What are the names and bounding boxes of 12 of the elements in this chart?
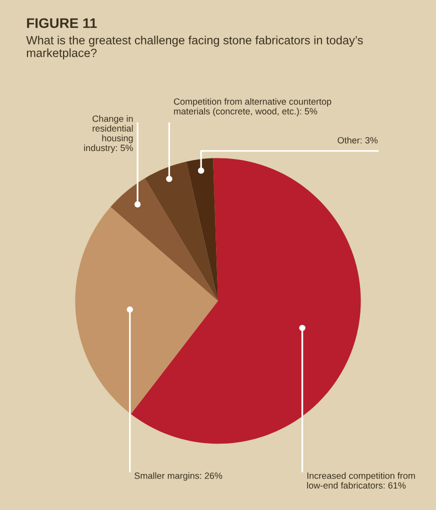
pie-slice bbox=[110, 178, 218, 301]
slice-label: Competition from alternative countertop materials (concrete, wood, etc.): 5% bbox=[174, 98, 332, 116]
pie-slice bbox=[130, 158, 361, 444]
slice-label: Smaller margins: 26% bbox=[134, 472, 222, 481]
pie-slice bbox=[75, 206, 218, 414]
chart-subtitle: What is the greatest challenge facing stone fabricators in today’s marketplace? bbox=[26, 36, 363, 60]
chart-title: FIGURE 11 bbox=[27, 18, 97, 28]
slice-label: Change in residential housing industry: 5% bbox=[84, 115, 133, 153]
pie-slice bbox=[186, 158, 218, 301]
slice-label: Increased competition from low-end fabricators: 61% bbox=[307, 472, 415, 489]
slice-label: Other: 3% bbox=[338, 136, 378, 144]
pie-slice bbox=[144, 162, 218, 301]
